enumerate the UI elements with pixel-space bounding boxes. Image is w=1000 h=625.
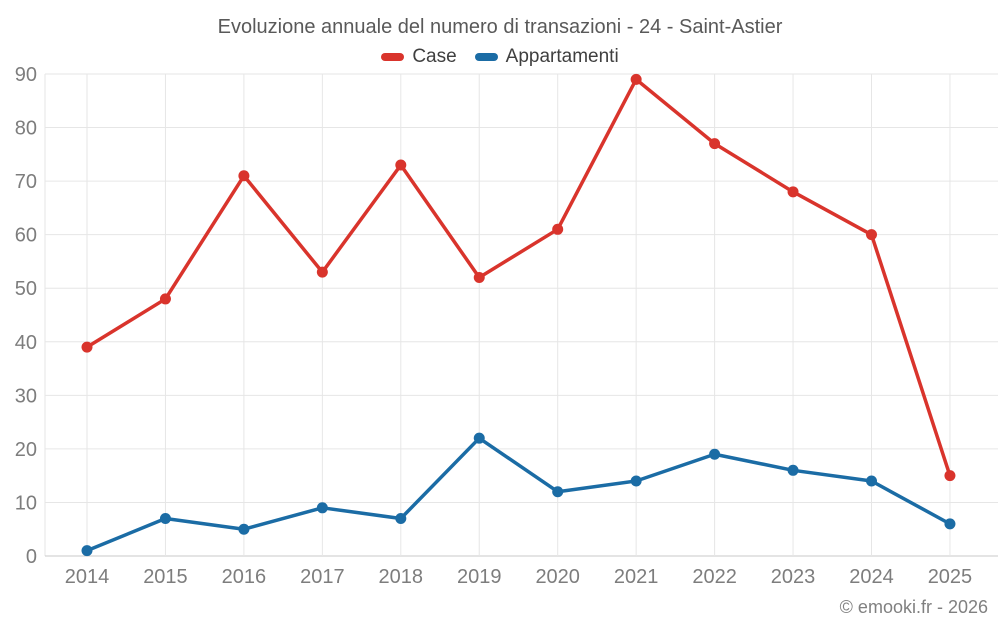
legend: Case Appartamenti <box>0 45 1000 69</box>
svg-text:2015: 2015 <box>143 566 188 588</box>
svg-text:30: 30 <box>15 385 37 407</box>
appartamenti-series-marker-icon <box>474 53 498 61</box>
svg-text:2022: 2022 <box>692 566 737 588</box>
svg-text:80: 80 <box>15 118 37 140</box>
svg-text:2023: 2023 <box>771 566 816 588</box>
svg-text:2018: 2018 <box>379 566 424 588</box>
svg-text:70: 70 <box>15 171 37 193</box>
svg-text:40: 40 <box>15 332 37 354</box>
svg-text:0: 0 <box>26 546 37 568</box>
svg-text:50: 50 <box>15 278 37 300</box>
svg-text:2016: 2016 <box>222 566 267 588</box>
svg-text:60: 60 <box>15 225 37 247</box>
svg-text:90: 90 <box>15 64 37 86</box>
svg-text:2017: 2017 <box>300 566 345 588</box>
chart-footer-credit: © emooki.fr - 2026 <box>839 597 988 617</box>
svg-text:2024: 2024 <box>849 566 894 588</box>
svg-text:20: 20 <box>15 439 37 461</box>
svg-text:2020: 2020 <box>535 566 580 588</box>
svg-text:2025: 2025 <box>928 566 973 588</box>
legend-item-appartamenti[interactable]: Appartamenti <box>474 46 619 68</box>
svg-text:10: 10 <box>15 492 37 514</box>
svg-text:2021: 2021 <box>614 566 659 588</box>
chart-title: Evoluzione annuale del numero di transaz… <box>217 16 783 38</box>
svg-text:2019: 2019 <box>457 566 502 588</box>
legend-label-case: Case <box>412 46 457 67</box>
svg-text:2014: 2014 <box>65 566 110 588</box>
case-series-marker-icon <box>381 53 405 61</box>
legend-label-appartamenti: Appartamenti <box>505 46 619 67</box>
legend-item-case[interactable]: Case <box>381 46 457 68</box>
